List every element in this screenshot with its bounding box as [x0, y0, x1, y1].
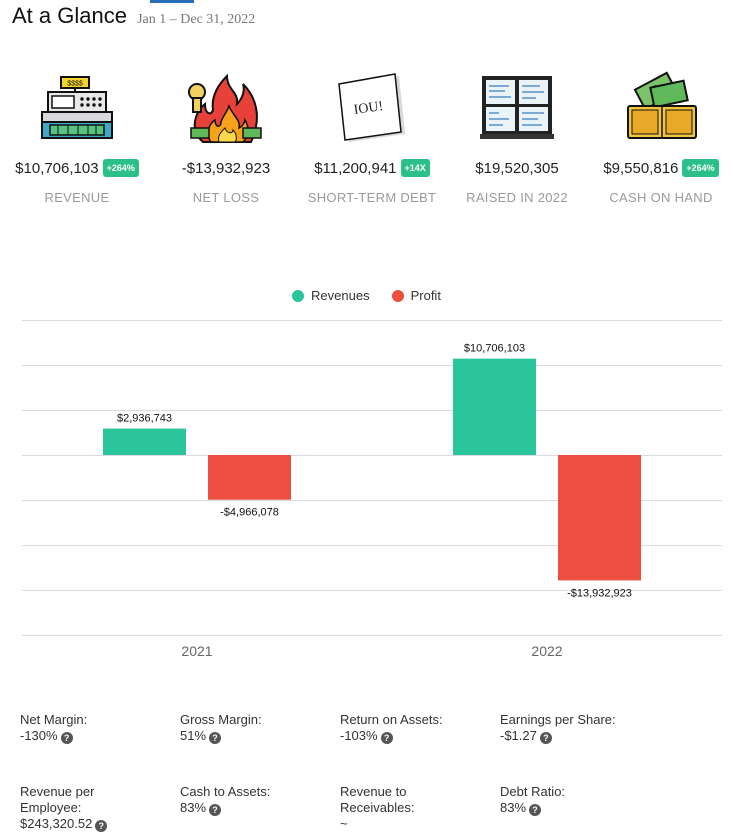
whiteboard-icon	[480, 76, 554, 139]
revenue-bar-2022	[453, 358, 536, 455]
burning-money-icon	[188, 73, 262, 143]
kpi-label: SHORT-TERM DEBT	[307, 190, 437, 205]
kpi-value: $9,550,816	[603, 159, 679, 177]
help-icon[interactable]: ?	[209, 732, 222, 744]
data-label: $10,706,103	[464, 343, 525, 355]
metric-value: 83%	[180, 800, 207, 815]
page-title: At a Glance Jan 1 – Dec 31, 2022	[12, 3, 255, 29]
metric-gross-margin: Gross Margin: 51%?	[180, 712, 330, 744]
metric-value: ~	[340, 816, 348, 831]
revenue-profit-chart: $2,936,743 -$4,966,078 2021 $10,706,103 -$13…	[22, 320, 722, 659]
legend-swatch-revenues	[292, 289, 305, 302]
metric-revenue-to-receivables: Revenue to Receivables: ~	[340, 784, 440, 832]
help-icon[interactable]: ?	[60, 732, 73, 744]
metric-label: Cash to Assets:	[180, 784, 271, 799]
kpi-value: $10,706,103	[15, 159, 99, 177]
kpi-value: -$13,932,923	[181, 159, 271, 177]
metric-label: Revenue to Receivables:	[340, 784, 415, 815]
legend-item-profit[interactable]: Profit	[391, 288, 441, 303]
metric-value: -130%	[20, 728, 58, 743]
kpi-value: $19,520,305	[475, 159, 559, 177]
profit-bar-2022	[558, 455, 641, 581]
metric-return-on-assets: Return on Assets: -103%?	[340, 712, 490, 744]
kpi-label: REVENUE	[44, 190, 110, 205]
metric-net-margin: Net Margin: -130%?	[20, 712, 170, 744]
growth-badge: +264%	[682, 159, 719, 177]
kpi-raised: $19,520,305 RAISED IN 2022	[444, 70, 590, 205]
metric-value: -103%	[340, 728, 378, 743]
data-label: -$4,966,078	[220, 507, 279, 519]
x-tick-label: 2021	[181, 643, 212, 659]
metric-label: Net Margin:	[20, 712, 88, 727]
profit-bar-2021	[208, 455, 291, 500]
legend-label: Profit	[410, 288, 441, 303]
kpi-row: $$$$ $10,706,103 +264% REVENUE	[0, 70, 733, 220]
iou-note-text: IOU!	[353, 99, 384, 118]
data-label: -$13,932,923	[567, 587, 632, 599]
chart-legend: Revenues Profit	[0, 288, 733, 303]
help-icon[interactable]: ?	[380, 732, 393, 744]
revenue-bar-2021	[103, 428, 186, 455]
metric-label: Gross Margin:	[180, 712, 262, 727]
growth-badge: +14X	[400, 159, 430, 177]
help-icon[interactable]: ?	[529, 804, 542, 816]
metric-label: Earnings per Share:	[500, 712, 616, 727]
metric-value: 51%	[180, 728, 207, 743]
iou-note-icon: IOU!	[338, 73, 405, 142]
kpi-label: RAISED IN 2022	[466, 190, 568, 205]
kpi-label: NET LOSS	[192, 190, 260, 205]
legend-swatch-profit	[391, 289, 404, 302]
help-icon[interactable]: ?	[95, 820, 108, 832]
metric-value: $243,320.52	[20, 816, 93, 831]
kpi-cash-on-hand: $9,550,816 +264% CASH ON HAND	[588, 70, 733, 205]
kpi-label: CASH ON HAND	[609, 190, 713, 205]
x-tick-label: 2022	[531, 643, 562, 659]
legend-label: Revenues	[311, 288, 370, 303]
legend-item-revenues[interactable]: Revenues	[292, 288, 370, 303]
cash-register-icon: $$$$	[41, 76, 113, 139]
kpi-short-term-debt: IOU! $11,200,941 +14X SHORT-TERM DEBT	[299, 70, 445, 205]
metric-earnings-per-share: Earnings per Share: -$1.27?	[500, 712, 650, 744]
metric-label: Revenue per Employee:	[20, 784, 95, 815]
metric-value: 83%	[500, 800, 527, 815]
growth-badge: +264%	[102, 159, 139, 177]
metric-value: -$1.27	[500, 728, 537, 743]
wallet-icon	[627, 71, 697, 139]
kpi-revenue: $$$$ $10,706,103 +264% REVENUE	[4, 70, 150, 205]
kpi-net-loss: -$13,932,923 NET LOSS	[153, 70, 299, 205]
kpi-value: $11,200,941	[314, 159, 397, 177]
date-range: Jan 1 – Dec 31, 2022	[137, 12, 256, 27]
data-label: $2,936,743	[117, 413, 172, 425]
page-title-text: At a Glance	[12, 3, 127, 28]
metric-revenue-per-employee: Revenue per Employee: $243,320.52?	[20, 784, 130, 832]
header-accent-bar	[150, 0, 194, 3]
svg-text:$$$$: $$$$	[67, 81, 83, 88]
help-icon[interactable]: ?	[209, 804, 222, 816]
metric-label: Debt Ratio:	[500, 784, 566, 799]
metric-label: Return on Assets:	[340, 712, 443, 727]
help-icon[interactable]: ?	[539, 732, 552, 744]
metric-cash-to-assets: Cash to Assets: 83%?	[180, 784, 330, 816]
metric-debt-ratio: Debt Ratio: 83%?	[500, 784, 650, 816]
